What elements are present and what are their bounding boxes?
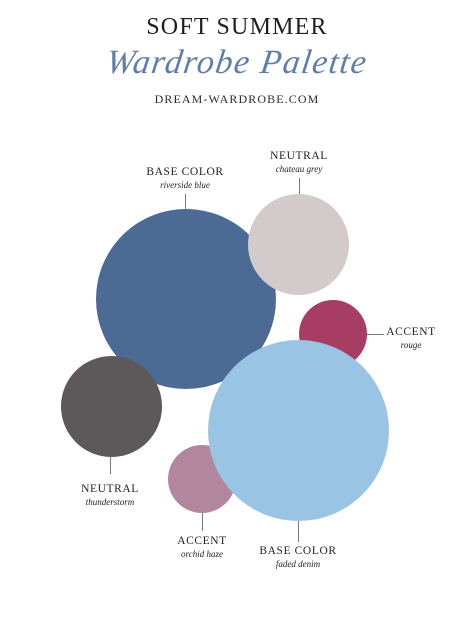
color-type-label: BASE COLOR	[259, 545, 337, 557]
label-connector-line	[367, 334, 384, 335]
color-type-label: ACCENT	[177, 535, 227, 547]
label-connector-line	[202, 513, 203, 531]
label-connector-line	[298, 521, 299, 542]
color-name-label: riverside blue	[160, 180, 210, 190]
color-name-label: faded denim	[275, 559, 321, 569]
color-label-riverside-blue: BASE COLOR riverside blue	[125, 166, 245, 190]
color-type-label: NEUTRAL	[81, 483, 139, 495]
palette-swatch-faded-denim	[208, 340, 389, 521]
page-title: SOFT SUMMER	[146, 14, 328, 40]
color-type-label: ACCENT	[386, 326, 436, 338]
label-connector-line	[110, 457, 111, 474]
color-label-rouge: ACCENT rouge	[382, 326, 440, 350]
label-connector-line	[185, 194, 186, 209]
color-label-orchid-haze: ACCENT orchid haze	[154, 535, 250, 559]
color-name-label: chateau grey	[275, 164, 323, 174]
color-label-faded-denim: BASE COLOR faded denim	[246, 545, 350, 569]
color-name-label: rouge	[400, 340, 422, 350]
color-label-thunderstorm: NEUTRAL thunderstorm	[62, 483, 158, 507]
color-name-label: orchid haze	[181, 549, 223, 559]
label-connector-line	[299, 178, 300, 194]
color-type-label: NEUTRAL	[270, 150, 328, 162]
website-label: DREAM-WARDROBE.COM	[154, 92, 320, 106]
palette-swatch-chateau-grey	[248, 194, 349, 295]
palette-title: Wardrobe Palette	[103, 44, 371, 81]
palette-swatch-thunderstorm	[61, 356, 162, 457]
color-name-label: thunderstorm	[85, 497, 135, 507]
color-label-chateau-grey: NEUTRAL chateau grey	[249, 150, 349, 174]
color-type-label: BASE COLOR	[146, 166, 224, 178]
